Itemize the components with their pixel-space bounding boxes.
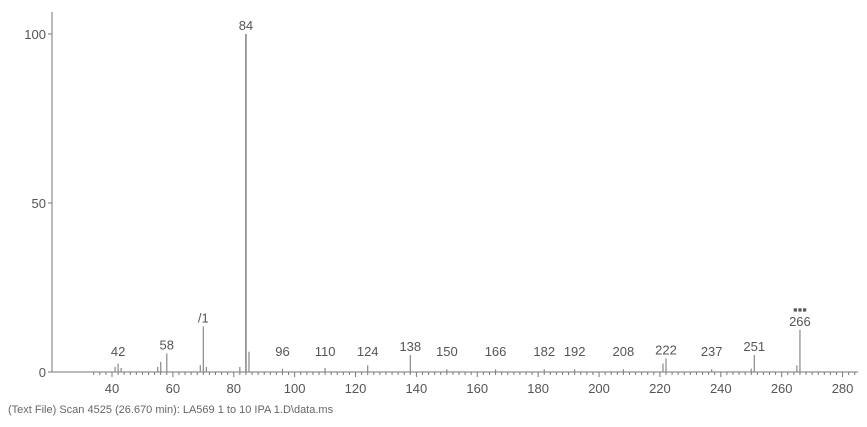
peak-label: 42 xyxy=(111,344,125,359)
scan-caption: (Text File) Scan 4525 (26.670 min): LA56… xyxy=(8,404,334,416)
x-tick-label: 220 xyxy=(649,381,671,396)
peak-label: 150 xyxy=(436,344,458,359)
peak-label: 208 xyxy=(613,344,635,359)
x-minor-ticks xyxy=(93,372,856,377)
peak-labels: 42 58/1 84 96 110 124 138 150 166 182 192 208 222 237… xyxy=(111,18,811,359)
peak-label: 237 xyxy=(701,344,723,359)
peak-label: 124 xyxy=(357,344,379,359)
chart-annotation: ▪▪▪ xyxy=(793,302,807,317)
x-tick-label: 100 xyxy=(284,381,306,396)
peak-label: /1 xyxy=(198,310,209,325)
peak-label: 222 xyxy=(655,342,677,357)
y-tick-label: 50 xyxy=(32,196,46,211)
y-tick-label: 100 xyxy=(24,27,46,42)
peak-label: 166 xyxy=(485,344,507,359)
y-tick-label: 0 xyxy=(39,365,46,380)
x-tick-labels: 40 60 80 100 120 140 160 180 200 220 240 260 280 xyxy=(105,381,854,396)
peak-label: 84 xyxy=(239,18,253,33)
x-tick-label: 280 xyxy=(832,381,854,396)
x-tick-label: 260 xyxy=(771,381,793,396)
y-tick-labels: 0 50 100 xyxy=(24,27,52,380)
peak-label: 182 xyxy=(533,344,555,359)
x-tick-label: 200 xyxy=(588,381,610,396)
x-tick-label: 80 xyxy=(227,381,241,396)
peak-label: 110 xyxy=(315,344,336,359)
x-tick-label: 120 xyxy=(345,381,367,396)
peak-label: 251 xyxy=(743,339,765,354)
chart-axes xyxy=(51,12,858,373)
peak-label: 138 xyxy=(399,339,421,354)
peak-label: 58 xyxy=(160,337,174,352)
x-tick-label: 60 xyxy=(166,381,180,396)
peak-label: 96 xyxy=(275,344,289,359)
spectrum-peaks xyxy=(114,34,801,372)
x-tick-label: 140 xyxy=(406,381,428,396)
peak-label: 192 xyxy=(564,344,586,359)
x-tick-label: 160 xyxy=(466,381,488,396)
peak-label: 266 xyxy=(789,314,811,329)
x-tick-label: 240 xyxy=(710,381,732,396)
x-tick-label: 40 xyxy=(105,381,119,396)
x-tick-label: 180 xyxy=(527,381,549,396)
